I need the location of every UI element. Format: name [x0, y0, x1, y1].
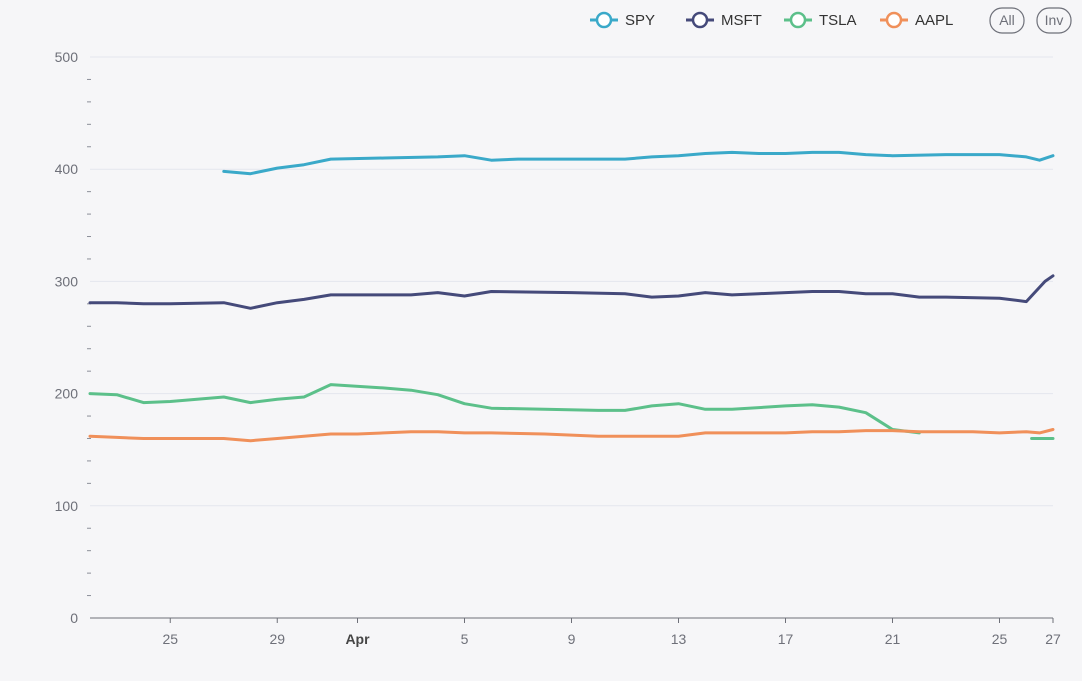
- legend-marker: [595, 11, 613, 29]
- y-tick-label: 200: [55, 386, 79, 402]
- legend-label: MSFT: [721, 12, 762, 29]
- y-tick-label: 500: [55, 49, 79, 65]
- x-tick-label: 9: [568, 631, 576, 647]
- series-lines: [88, 150, 1055, 443]
- legend-label: SPY: [625, 12, 655, 29]
- series-line-tsla: [88, 383, 921, 435]
- x-tick-label: 13: [671, 631, 687, 647]
- y-tick-label: 400: [55, 161, 79, 177]
- legend[interactable]: SPY MSFT TSLA AAPL All Inv: [590, 7, 1072, 34]
- legend-button-inv[interactable]: Inv: [1036, 7, 1072, 34]
- series-line-msft: [88, 274, 1055, 310]
- x-tick-label: 29: [269, 631, 285, 647]
- legend-item-msft[interactable]: MSFT: [686, 11, 762, 29]
- x-tick-label: 21: [885, 631, 901, 647]
- legend-label: TSLA: [819, 12, 857, 29]
- series-line-aapl: [88, 428, 1055, 443]
- x-tick-label: 5: [461, 631, 469, 647]
- legend-label: AAPL: [915, 12, 953, 29]
- grid: [90, 56, 1053, 507]
- series-line-spy: [222, 150, 1055, 176]
- legend-item-spy[interactable]: SPY: [590, 11, 655, 29]
- legend-button-outline: [989, 7, 1025, 34]
- legend-marker: [885, 11, 903, 29]
- legend-marker: [789, 11, 807, 29]
- legend-item-tsla[interactable]: TSLA: [784, 11, 857, 29]
- legend-button-label: All: [999, 12, 1015, 28]
- x-tick-label: 27: [1045, 631, 1061, 647]
- legend-item-aapl[interactable]: AAPL: [880, 11, 953, 29]
- legend-button-label: Inv: [1045, 12, 1064, 28]
- legend-marker: [691, 11, 709, 29]
- legend-button-all[interactable]: All: [989, 7, 1025, 34]
- x-tick-label: 25: [162, 631, 178, 647]
- y-tick-label: 300: [55, 273, 79, 289]
- axes: 0 100 200 300 400 500 25 29 Apr 5 9 13 17 21 25 27: [55, 49, 1061, 647]
- y-tick-label: 100: [55, 498, 79, 514]
- x-tick-label: Apr: [345, 631, 370, 647]
- x-tick-label: 25: [992, 631, 1008, 647]
- x-tick-label: 17: [778, 631, 794, 647]
- y-tick-label: 0: [70, 610, 78, 626]
- legend-button-outline: [1036, 7, 1072, 34]
